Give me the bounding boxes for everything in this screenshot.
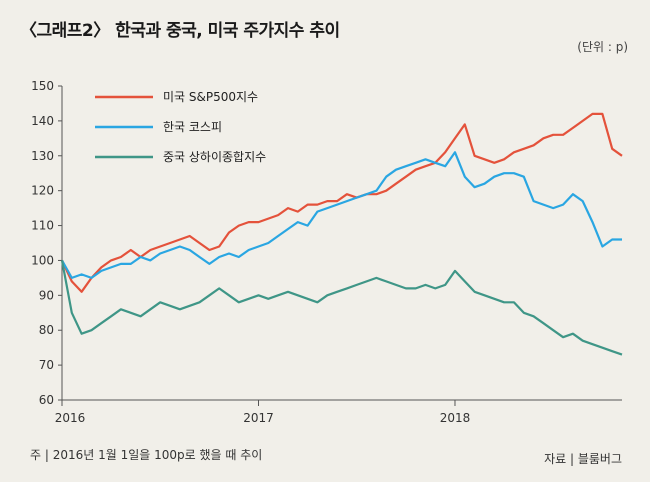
unit-label: (단위 : p) [577, 40, 628, 54]
y-tick-label: 110 [31, 219, 54, 233]
x-tick-label: 2017 [243, 411, 274, 425]
y-tick-label: 90 [39, 288, 54, 302]
y-tick-label: 150 [31, 79, 54, 93]
y-tick-label: 100 [31, 253, 54, 267]
series-lines [60, 112, 623, 356]
y-tick-label: 60 [39, 393, 54, 407]
series-line-shanghai [60, 260, 623, 356]
y-tick-label: 140 [31, 114, 54, 128]
legend-label-sp500: 미국 S&P500지수 [163, 90, 258, 104]
chart-title: 〈그래프2〉 한국과 중국, 미국 주가지수 추이 [20, 21, 340, 41]
y-tick-label: 130 [31, 149, 54, 163]
legend-label-shanghai: 중국 상하이종합지수 [163, 150, 266, 164]
series-line-kospi [61, 151, 622, 279]
axes: 60 70 80 90 100 110 120 130 140 150 2016 2017 2018 [31, 79, 622, 425]
x-tick-label: 2018 [440, 411, 471, 425]
legend-label-kospi: 한국 코스피 [163, 120, 222, 134]
y-tick-label: 120 [31, 184, 54, 198]
x-tick-label: 2016 [55, 411, 86, 425]
series-line-sp500 [61, 112, 623, 293]
source-credit: 자료 | 블룸버그 [544, 452, 622, 466]
y-tick-label: 70 [39, 358, 54, 372]
footnote: 주 | 2016년 1월 1일을 100p로 했을 때 추이 [30, 448, 263, 462]
y-tick-label: 80 [39, 323, 54, 337]
